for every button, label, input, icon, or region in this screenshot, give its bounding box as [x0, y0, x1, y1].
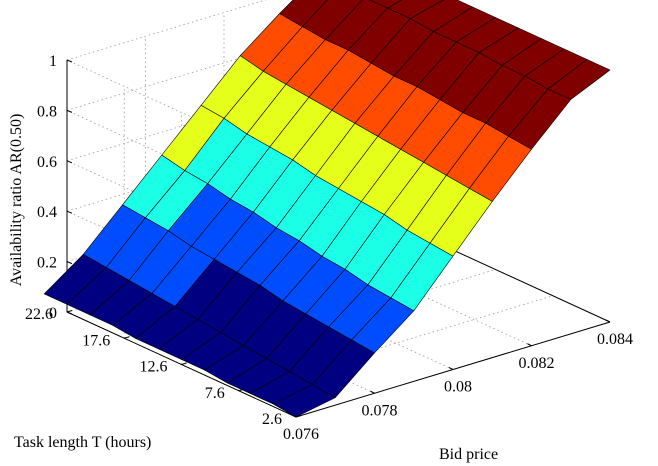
grid-line — [302, 240, 532, 347]
surface-facet — [369, 0, 403, 9]
z-tick-label: 0.2 — [37, 255, 57, 272]
x-tick-mark — [605, 319, 611, 323]
z-tick-mark — [66, 160, 73, 164]
grid-line — [223, 264, 454, 370]
x-tick-label: 0.078 — [362, 402, 398, 419]
grid-line — [66, 0, 267, 61]
y-tick-label: 7.6 — [205, 385, 225, 402]
y-tick-label: 2.6 — [262, 411, 282, 428]
z-tick-label: 0.6 — [37, 154, 57, 171]
y-tick-label: 17.6 — [82, 332, 110, 349]
y-tick-label: 12.6 — [140, 359, 168, 376]
y-tick-mark — [66, 310, 73, 313]
grid-line — [66, 15, 382, 111]
axes-box — [66, 59, 611, 418]
z-tick-label: 0.4 — [37, 204, 57, 221]
grid-line — [66, 65, 382, 162]
z-tick-mark — [66, 311, 73, 315]
surface-facet — [547, 59, 611, 100]
z-tick-label: 0.8 — [37, 103, 57, 120]
x-tick-label: 0.076 — [283, 426, 319, 443]
tick-labels: 0.076 0.078 0.08 0.082 0.084 2.6 7.6 12.6 17.6 22… — [25, 53, 633, 443]
x-tick-label: 0.08 — [444, 379, 472, 396]
z-tick-mark — [66, 210, 73, 214]
x-tick-label: 0.082 — [519, 355, 555, 372]
x-tick-mark — [370, 390, 375, 394]
x-axis-label: Bid price — [439, 446, 498, 463]
y-tick-label: 22.6 — [25, 306, 53, 323]
z-tick-mark — [66, 109, 73, 113]
grid-line — [66, 115, 382, 212]
z-tick-label: 1 — [49, 53, 57, 70]
x-tick-mark — [527, 343, 532, 347]
y-tick-mark — [181, 362, 187, 365]
z-axis-label: Availability ratio AR(0.50) — [8, 114, 25, 287]
surface-mesh — [43, 0, 611, 418]
z-tick-label: 0 — [49, 305, 57, 322]
z-tick-mark — [66, 261, 73, 265]
x-tick-mark — [448, 367, 454, 370]
surface-facet — [279, 0, 328, 27]
y-axis-label: Task length T (hours) — [14, 434, 151, 451]
x-tick-label: 0.084 — [597, 331, 633, 348]
z-tick-mark — [66, 59, 73, 63]
y-tick-mark — [124, 336, 130, 339]
